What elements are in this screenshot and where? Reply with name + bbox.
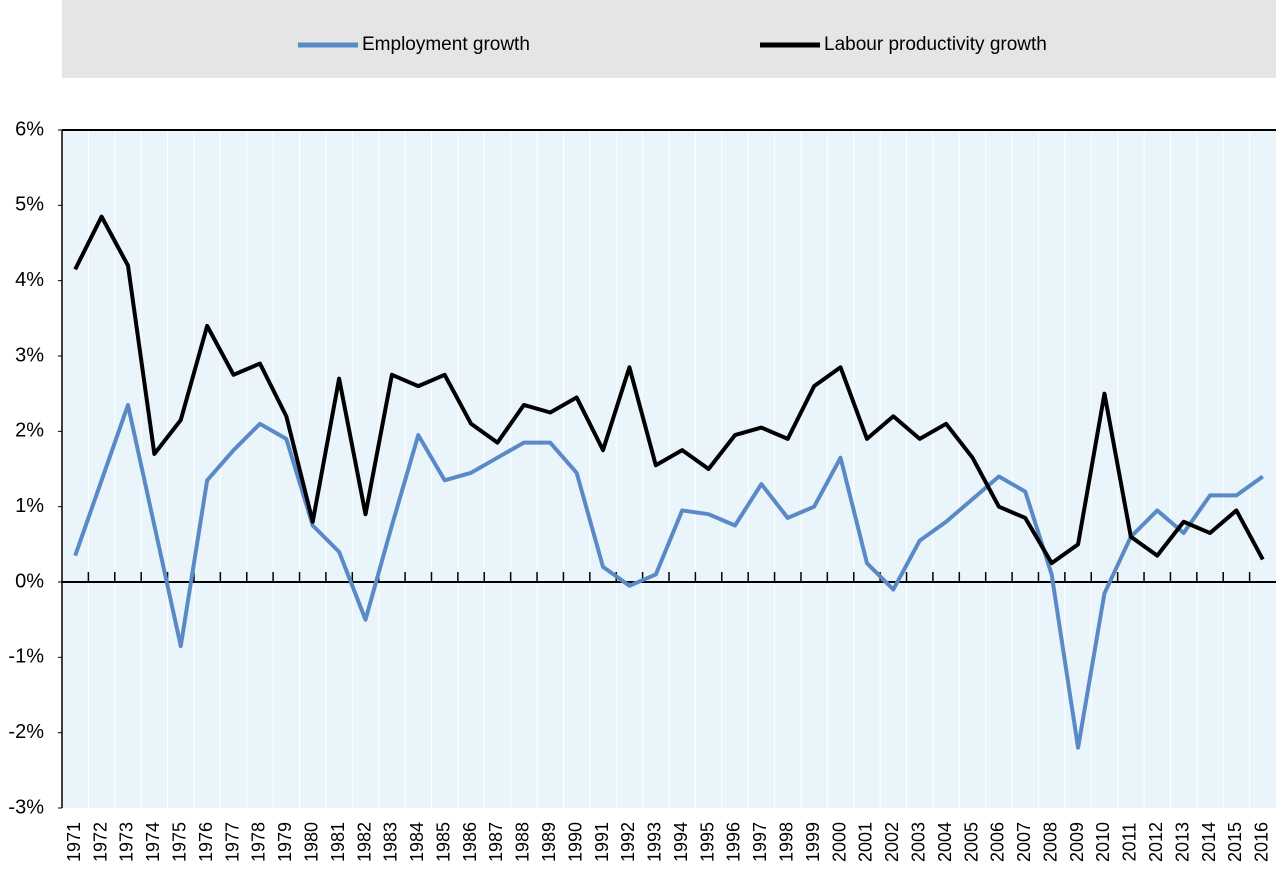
x-tick-label: 1972 — [90, 822, 110, 862]
x-tick-label: 1988 — [513, 822, 533, 862]
x-tick-label: 2010 — [1093, 822, 1113, 862]
x-tick-label: 1976 — [196, 822, 216, 862]
x-tick-label: 1992 — [618, 822, 638, 862]
x-tick-label: 1990 — [565, 822, 585, 862]
x-tick-label: 1979 — [275, 822, 295, 862]
x-tick-label: 1974 — [143, 822, 163, 862]
x-tick-label: 1997 — [750, 822, 770, 862]
series-line — [73, 402, 1264, 750]
x-tick-label: 2005 — [961, 822, 981, 862]
x-tick-label: 1975 — [170, 822, 190, 862]
x-tick-label: 1987 — [486, 822, 506, 862]
x-tick-label: 1980 — [301, 822, 321, 862]
x-tick-label: 1978 — [249, 822, 269, 862]
x-tick-label: 1993 — [645, 822, 665, 862]
x-tick-label: 2012 — [1146, 822, 1166, 862]
x-tick-label: 1994 — [671, 822, 691, 862]
x-tick-label: 2007 — [1014, 822, 1034, 862]
y-tick-label: -2% — [8, 721, 44, 743]
x-tick-label: 1989 — [539, 822, 559, 862]
y-tick-label: 1% — [15, 495, 44, 517]
x-tick-label: 2015 — [1225, 822, 1245, 862]
x-tick-label: 1986 — [460, 822, 480, 862]
x-tick-label: 2003 — [908, 822, 928, 862]
x-tick-label: 2011 — [1120, 823, 1140, 862]
x-tick-label: 1983 — [381, 822, 401, 862]
x-tick-label: 1984 — [407, 822, 427, 862]
x-tick-label: 1977 — [222, 822, 242, 862]
x-tick-label: 2002 — [882, 822, 902, 862]
y-tick-label: 5% — [15, 194, 44, 216]
x-tick-label: 2013 — [1172, 822, 1192, 862]
x-tick-label: 1973 — [117, 822, 137, 862]
series-line — [73, 214, 1265, 566]
y-tick-label: 6% — [15, 118, 44, 140]
y-tick-label: 0% — [15, 570, 44, 592]
x-tick-label: 2001 — [856, 822, 876, 862]
x-tick-label: 2014 — [1199, 822, 1219, 862]
x-tick-label: 1971 — [64, 822, 84, 862]
x-tick-label: 1998 — [777, 822, 797, 862]
x-tick-label: 1999 — [803, 822, 823, 862]
x-tick-label: 1996 — [724, 822, 744, 862]
y-tick-label: -3% — [8, 796, 44, 818]
x-tick-label: 1981 — [328, 822, 348, 862]
x-tick-label: 2000 — [829, 822, 849, 862]
legend-label: Employment growth — [362, 34, 530, 55]
x-tick-label: 2009 — [1067, 822, 1087, 862]
legend-box — [62, 0, 1276, 78]
x-tick-label: 2008 — [1040, 822, 1060, 862]
x-tick-label: 1985 — [433, 822, 453, 862]
y-tick-label: -1% — [8, 646, 44, 668]
x-tick-label: 1995 — [697, 822, 717, 862]
x-tick-label: 2004 — [935, 822, 955, 862]
x-tick-label: 1991 — [592, 822, 612, 862]
y-tick-label: 4% — [15, 269, 44, 291]
legend-label: Labour productivity growth — [824, 34, 1047, 55]
x-tick-label: 2006 — [988, 822, 1008, 862]
y-tick-label: 2% — [15, 420, 44, 442]
x-tick-label: 1982 — [354, 822, 374, 862]
y-tick-label: 3% — [15, 344, 44, 366]
x-tick-label: 2016 — [1252, 822, 1272, 862]
